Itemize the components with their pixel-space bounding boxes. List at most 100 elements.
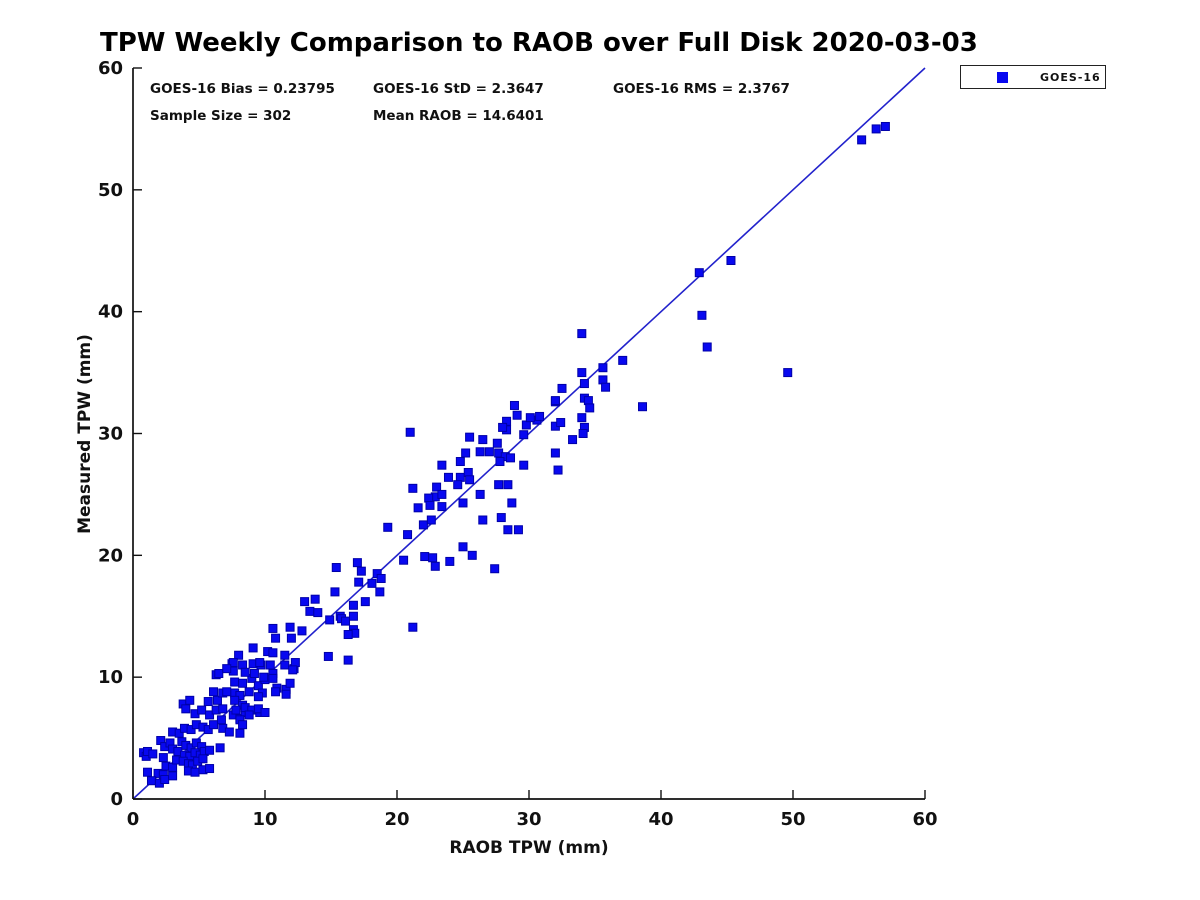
scatter-point — [525, 413, 535, 423]
scatter-point — [484, 447, 494, 457]
scatter-point — [583, 396, 593, 406]
stat-rms: GOES-16 RMS = 2.3767 — [613, 81, 790, 97]
scatter-point — [230, 695, 240, 705]
scatter-point — [305, 606, 315, 616]
scatter-point — [424, 493, 434, 503]
scatter-point — [568, 435, 578, 445]
scatter-point — [244, 710, 254, 720]
scatter-point — [224, 727, 234, 737]
scatter-point — [455, 457, 465, 467]
scatter-point — [577, 329, 587, 339]
scatter-point — [248, 643, 258, 653]
stat-std: GOES-16 StD = 2.3647 — [373, 81, 544, 97]
y-tick-label: 10 — [98, 667, 123, 688]
scatter-point — [445, 556, 455, 566]
scatter-point — [235, 690, 245, 700]
scatter-point — [601, 382, 611, 392]
scatter-point — [495, 457, 505, 467]
scatter-point — [343, 630, 353, 640]
scatter-point — [212, 695, 222, 705]
scatter-point — [198, 754, 208, 764]
scatter-point — [260, 707, 270, 717]
scatter-point — [697, 310, 707, 320]
scatter-point — [203, 725, 213, 735]
scatter-point — [408, 483, 418, 493]
scatter-point — [209, 687, 219, 697]
scatter-point — [578, 429, 588, 438]
y-tick-label: 30 — [98, 424, 123, 445]
scatter-point — [341, 616, 351, 626]
scatter-point — [190, 767, 200, 777]
scatter-point — [383, 522, 393, 532]
scatter-point — [726, 255, 736, 265]
scatter-point — [288, 665, 298, 675]
scatter-point — [465, 432, 475, 442]
y-tick-label: 20 — [98, 545, 123, 566]
scatter-point — [325, 615, 335, 625]
scatter-point — [330, 587, 340, 597]
scatter-point — [437, 460, 447, 470]
scatter-point — [783, 368, 793, 378]
scatter-point — [413, 503, 423, 513]
scatter-point — [475, 489, 485, 499]
scatter-point — [214, 669, 224, 679]
scatter-point — [235, 728, 245, 738]
scatter-point — [268, 648, 278, 658]
scatter-point — [367, 578, 377, 588]
scatter-point — [222, 687, 232, 697]
scatter-point — [598, 375, 608, 385]
scatter-point — [535, 411, 545, 421]
scatter-point — [550, 448, 560, 458]
y-tick-label: 0 — [110, 789, 123, 810]
scatter-point — [286, 633, 296, 643]
scatter-point — [148, 749, 158, 759]
scatter-point — [702, 342, 712, 352]
scatter-point — [478, 435, 488, 445]
scatter-point — [455, 472, 465, 482]
scatter-point — [160, 775, 170, 785]
scatter-point — [348, 611, 358, 621]
scatter-point — [249, 669, 259, 679]
scatter-point — [168, 762, 178, 772]
scatter-point — [158, 753, 168, 763]
scatter-point — [376, 573, 386, 583]
scatter-point — [268, 673, 278, 683]
scatter-point — [405, 427, 415, 437]
scatter-point — [205, 745, 215, 755]
scatter-point — [513, 525, 523, 535]
scatter-point — [503, 525, 513, 535]
scatter-point — [509, 400, 519, 410]
scatter-point — [577, 368, 587, 378]
scatter-point — [463, 467, 473, 477]
scatter-point — [553, 465, 563, 475]
scatter-point — [268, 623, 278, 633]
scatter-point — [430, 561, 440, 571]
scatter-point — [494, 480, 504, 490]
scatter-point — [428, 553, 438, 563]
scatter-point — [426, 515, 436, 525]
scatter-point — [598, 363, 608, 373]
scatter-point — [498, 422, 508, 432]
scatter-point — [420, 552, 430, 562]
scatter-point — [181, 704, 191, 714]
scatter-point — [507, 498, 517, 508]
scatter-point — [271, 633, 281, 643]
scatter-point — [205, 710, 215, 720]
y-tick-label: 40 — [98, 302, 123, 323]
scatter-point — [271, 687, 281, 697]
scatter-point — [475, 447, 485, 457]
scatter-point — [238, 720, 248, 730]
scatter-point — [356, 566, 366, 576]
scatter-point — [585, 403, 595, 413]
scatter-point — [253, 692, 263, 702]
scatter-point — [478, 515, 488, 525]
y-tick-label: 50 — [98, 180, 123, 201]
stat-mean-raob: Mean RAOB = 14.6401 — [373, 108, 544, 124]
x-tick-label: 10 — [252, 809, 277, 830]
scatter-point — [186, 725, 196, 735]
x-tick-label: 20 — [384, 809, 409, 830]
scatter-point — [244, 687, 254, 697]
scatter-point — [265, 660, 275, 670]
scatter-point — [348, 600, 358, 610]
scatter-point — [492, 438, 502, 448]
